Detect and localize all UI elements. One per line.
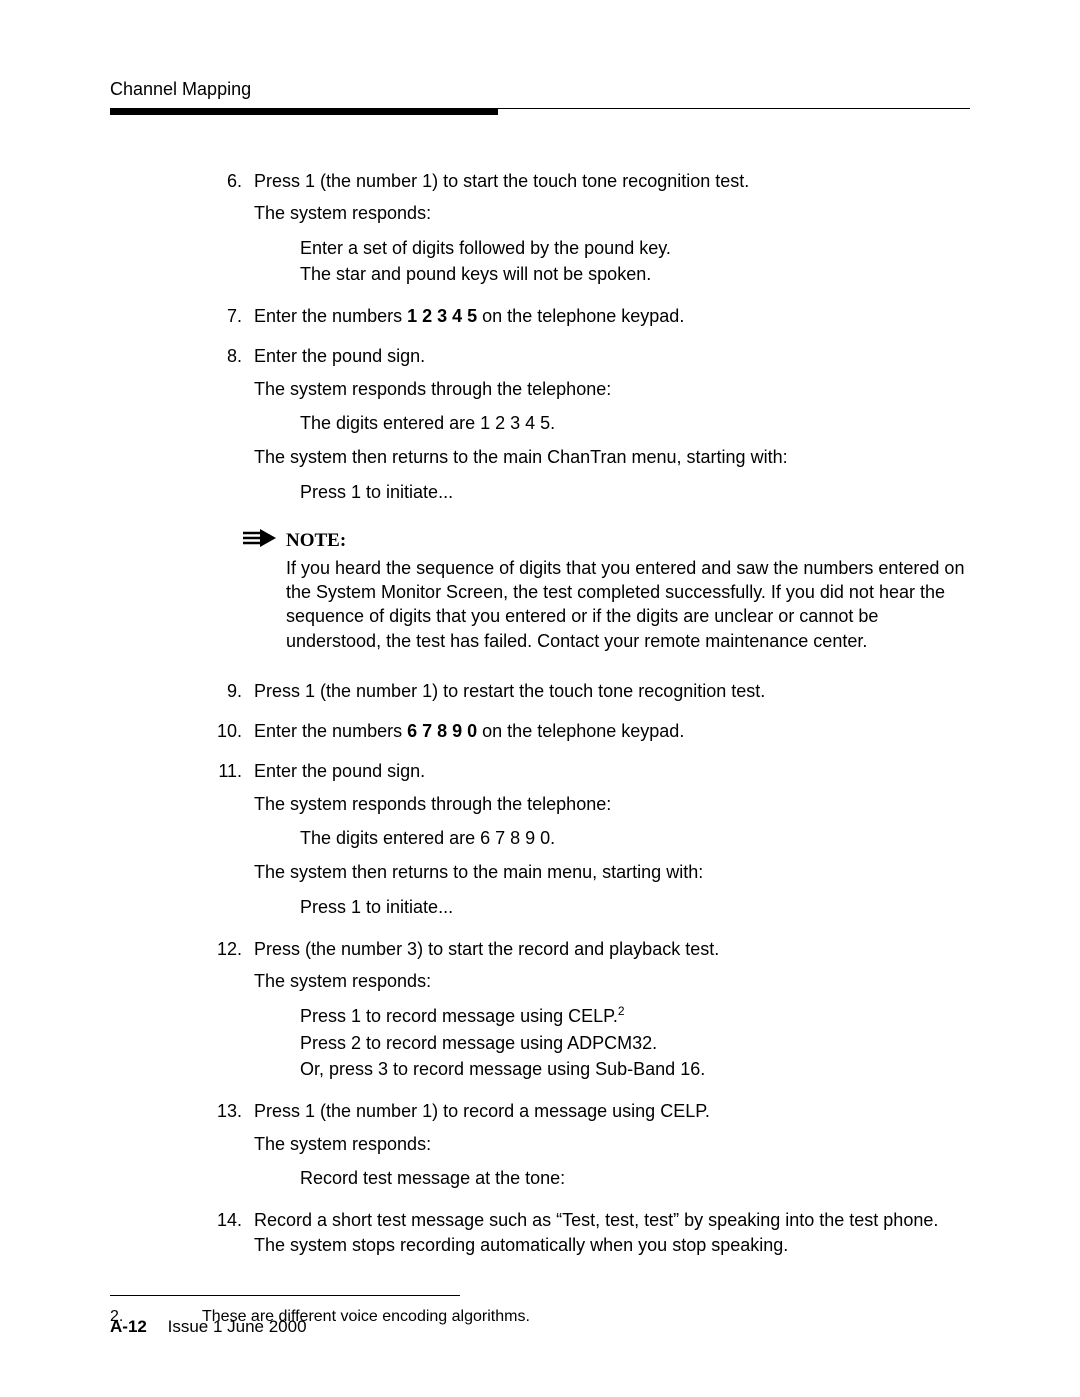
step-content: Press 1 (the number 1) to record a messa… — [254, 1099, 970, 1200]
response-line: Or, press 3 to record message using Sub-… — [300, 1057, 970, 1081]
step-content: Record a short test message such as “Tes… — [254, 1208, 970, 1265]
step-lead: Record a short test message such as “Tes… — [254, 1208, 970, 1257]
step-7: 7. Enter the numbers 1 2 3 4 5 on the te… — [110, 304, 970, 336]
steps-list-1: 6. Press 1 (the number 1) to start the t… — [110, 169, 970, 514]
steps-list-2: 9. Press 1 (the number 1) to restart the… — [110, 679, 970, 1265]
response-block: The digits entered are 6 7 8 9 0. — [300, 826, 970, 850]
step-content: Enter the numbers 1 2 3 4 5 on the telep… — [254, 304, 970, 336]
note-title: NOTE: — [286, 528, 970, 554]
step-13: 13. Press 1 (the number 1) to record a m… — [110, 1099, 970, 1200]
response-line: Press 1 to record message using CELP. — [300, 1006, 618, 1026]
step-lead: Enter the pound sign. — [254, 344, 970, 368]
response-block: Record test message at the tone: — [300, 1166, 970, 1190]
lead-post: on the telephone keypad. — [477, 721, 684, 741]
response-block: The digits entered are 1 2 3 4 5. — [300, 411, 970, 435]
step-after-lead: The system responds through the telephon… — [254, 792, 970, 816]
response-line: Record test message at the tone: — [300, 1166, 970, 1190]
response-line-with-sup: Press 1 to record message using CELP.2 — [300, 1003, 970, 1028]
lead-pre: Enter the numbers — [254, 306, 407, 326]
response-line: Press 2 to record message using ADPCM32. — [300, 1031, 970, 1055]
note-body: NOTE: If you heard the sequence of digit… — [286, 528, 970, 661]
step-lead: Enter the pound sign. — [254, 759, 970, 783]
step-11: 11. Enter the pound sign. The system res… — [110, 759, 970, 928]
response-line: Press 1 to initiate... — [300, 895, 970, 919]
step-number: 14. — [110, 1208, 254, 1265]
step-12: 12. Press (the number 3) to start the re… — [110, 937, 970, 1091]
step-14: 14. Record a short test message such as … — [110, 1208, 970, 1265]
step-number: 7. — [110, 304, 254, 336]
step-10: 10. Enter the numbers 6 7 8 9 0 on the t… — [110, 719, 970, 751]
step-number: 11. — [110, 759, 254, 928]
page: Channel Mapping 6. Press 1 (the number 1… — [0, 0, 1080, 1397]
page-footer: A-12 Issue 1 June 2000 — [110, 1317, 307, 1337]
step-content: Press 1 (the number 1) to start the touc… — [254, 169, 970, 296]
step-lead: Enter the numbers 1 2 3 4 5 on the telep… — [254, 304, 970, 328]
step-content: Press (the number 3) to start the record… — [254, 937, 970, 1091]
body-content: 6. Press 1 (the number 1) to start the t… — [110, 169, 970, 1327]
issue-date: Issue 1 June 2000 — [168, 1317, 307, 1336]
step-8: 8. Enter the pound sign. The system resp… — [110, 344, 970, 513]
step-after-lead: The system responds: — [254, 969, 970, 993]
step-content: Enter the numbers 6 7 8 9 0 on the telep… — [254, 719, 970, 751]
step-lead: Press (the number 3) to start the record… — [254, 937, 970, 961]
step-6: 6. Press 1 (the number 1) to start the t… — [110, 169, 970, 296]
response-block: Press 1 to initiate... — [300, 895, 970, 919]
step-lead: Press 1 (the number 1) to start the touc… — [254, 169, 970, 193]
step-number: 12. — [110, 937, 254, 1091]
step-lead: Press 1 (the number 1) to restart the to… — [254, 679, 970, 703]
running-head: Channel Mapping — [110, 79, 970, 100]
response-block: Press 1 to record message using CELP.2 P… — [300, 1003, 970, 1081]
lead-pre: Enter the numbers — [254, 721, 407, 741]
step-number: 8. — [110, 344, 254, 513]
lead-bold: 1 2 3 4 5 — [407, 306, 477, 326]
step-9: 9. Press 1 (the number 1) to restart the… — [110, 679, 970, 711]
response-block: Press 1 to initiate... — [300, 480, 970, 504]
note-block: NOTE: If you heard the sequence of digit… — [110, 528, 970, 661]
page-number: A-12 — [110, 1317, 147, 1336]
header-rule-thick — [110, 109, 498, 115]
step-content: Enter the pound sign. The system respond… — [254, 759, 970, 928]
step-number: 13. — [110, 1099, 254, 1200]
lead-bold: 6 7 8 9 0 — [407, 721, 477, 741]
step-after-lead: The system responds through the telephon… — [254, 377, 970, 401]
step-after-lead: The system responds: — [254, 1132, 970, 1156]
footnote-ref: 2 — [618, 1004, 625, 1018]
response-line: The star and pound keys will not be spok… — [300, 262, 970, 286]
step-lead: Enter the numbers 6 7 8 9 0 on the telep… — [254, 719, 970, 743]
step-after-response: The system then returns to the main menu… — [254, 860, 970, 884]
step-after-lead: The system responds: — [254, 201, 970, 225]
lead-post: on the telephone keypad. — [477, 306, 684, 326]
response-line: Press 1 to initiate... — [300, 480, 970, 504]
step-after-response: The system then returns to the main Chan… — [254, 445, 970, 469]
step-content: Press 1 (the number 1) to restart the to… — [254, 679, 970, 711]
note-arrow-icon — [242, 528, 286, 661]
response-block: Enter a set of digits followed by the po… — [300, 236, 970, 287]
note-text: If you heard the sequence of digits that… — [286, 556, 970, 653]
step-number: 6. — [110, 169, 254, 296]
response-line: The digits entered are 6 7 8 9 0. — [300, 826, 970, 850]
step-content: Enter the pound sign. The system respond… — [254, 344, 970, 513]
step-number: 10. — [110, 719, 254, 751]
response-line: The digits entered are 1 2 3 4 5. — [300, 411, 970, 435]
footnote-separator — [110, 1295, 460, 1296]
step-lead: Press 1 (the number 1) to record a messa… — [254, 1099, 970, 1123]
response-line: Enter a set of digits followed by the po… — [300, 236, 970, 260]
step-number: 9. — [110, 679, 254, 711]
